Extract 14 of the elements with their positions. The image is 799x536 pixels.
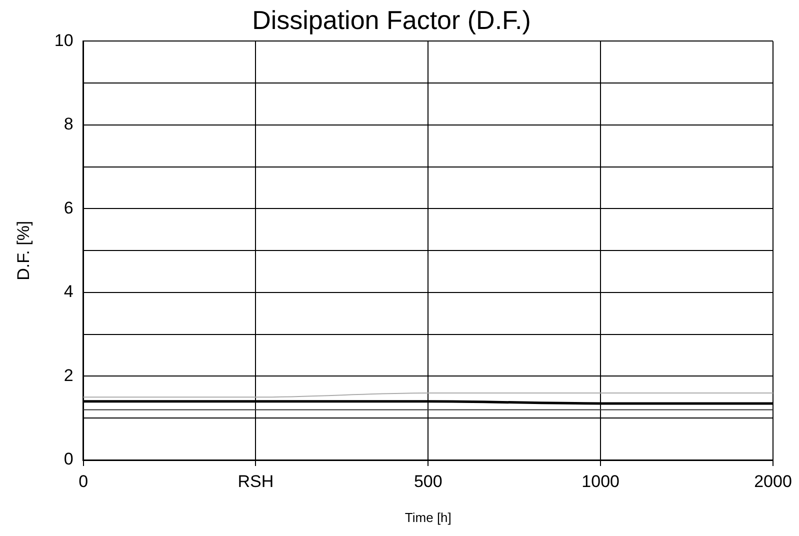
- y-tick-label: 2: [64, 366, 74, 385]
- y-tick-label: 6: [64, 198, 74, 218]
- x-tick-label: 1000: [582, 472, 620, 491]
- y-tick-label: 8: [64, 114, 74, 134]
- x-tick-label: RSH: [238, 472, 274, 491]
- y-tick-label: 4: [64, 282, 74, 302]
- x-tick-label: 500: [414, 472, 442, 491]
- y-tick-label: 10: [54, 30, 74, 50]
- x-tick-label: 0: [78, 472, 88, 491]
- y-tick-label: 0: [64, 450, 74, 469]
- chart-title: Dissipation Factor (D.F.): [252, 4, 531, 35]
- x-axis-title: Time [h]: [404, 510, 452, 525]
- x-tick-label: 2000: [754, 472, 792, 491]
- y-axis-title: D.F. [%]: [14, 220, 33, 280]
